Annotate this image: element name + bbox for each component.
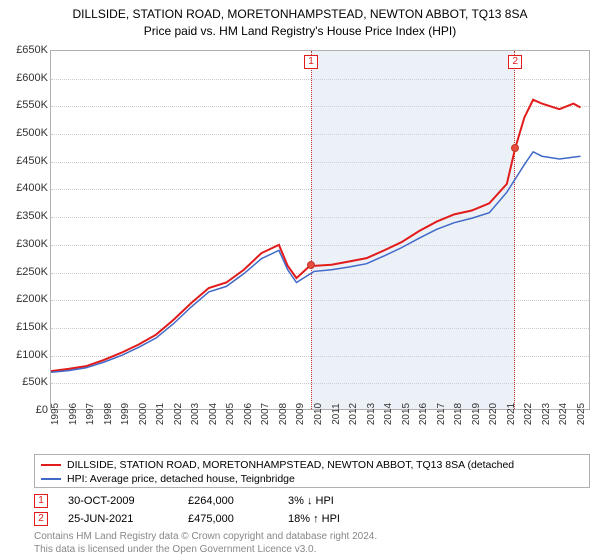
legend-swatch-2 <box>41 478 61 480</box>
x-tick-label: 2021 <box>506 403 517 425</box>
x-tick-label: 1995 <box>50 403 61 425</box>
transaction-price-2: £475,000 <box>188 513 268 525</box>
y-tick-label: £550K <box>16 99 48 111</box>
legend-label-2: HPI: Average price, detached house, Teig… <box>67 472 295 486</box>
y-tick-label: £0 <box>36 404 48 416</box>
x-tick-label: 2009 <box>295 403 306 425</box>
transaction-table: 1 30-OCT-2009 £264,000 3% ↓ HPI 2 25-JUN… <box>34 492 590 528</box>
y-tick-label: £300K <box>16 238 48 250</box>
title-line-1: DILLSIDE, STATION ROAD, MORETONHAMPSTEAD… <box>0 6 600 23</box>
y-tick-label: £350K <box>16 210 48 222</box>
x-tick-label: 2000 <box>138 403 149 425</box>
y-tick-label: £50K <box>22 376 48 388</box>
x-tick-label: 2006 <box>243 403 254 425</box>
marker-dot <box>511 144 519 152</box>
legend-item-1: DILLSIDE, STATION ROAD, MORETONHAMPSTEAD… <box>41 458 583 472</box>
title-line-2: Price paid vs. HM Land Registry's House … <box>0 23 600 40</box>
y-tick-label: £100K <box>16 349 48 361</box>
x-tick-label: 2014 <box>383 403 394 425</box>
line-series-svg <box>51 51 589 409</box>
transaction-marker-2: 2 <box>34 512 48 526</box>
x-tick-label: 2012 <box>348 403 359 425</box>
x-tick-label: 2023 <box>541 403 552 425</box>
transaction-marker-1: 1 <box>34 494 48 508</box>
legend-item-2: HPI: Average price, detached house, Teig… <box>41 472 583 486</box>
x-tick-label: 1996 <box>68 403 79 425</box>
transaction-date-2: 25-JUN-2021 <box>68 513 168 525</box>
footer-attribution: Contains HM Land Registry data © Crown c… <box>34 530 377 556</box>
transaction-row-2: 2 25-JUN-2021 £475,000 18% ↑ HPI <box>34 510 590 528</box>
y-tick-label: £200K <box>16 293 48 305</box>
x-tick-label: 2024 <box>558 403 569 425</box>
x-tick-label: 1998 <box>103 403 114 425</box>
x-tick-label: 2007 <box>260 403 271 425</box>
transaction-row-1: 1 30-OCT-2009 £264,000 3% ↓ HPI <box>34 492 590 510</box>
x-tick-label: 2008 <box>278 403 289 425</box>
y-tick-label: £400K <box>16 182 48 194</box>
marker-dot <box>307 261 315 269</box>
chart-title: DILLSIDE, STATION ROAD, MORETONHAMPSTEAD… <box>0 0 600 40</box>
x-tick-label: 2019 <box>471 403 482 425</box>
y-tick-label: £150K <box>16 321 48 333</box>
x-tick-label: 2005 <box>225 403 236 425</box>
y-tick-label: £250K <box>16 266 48 278</box>
marker-number-box: 1 <box>304 55 318 69</box>
y-tick-label: £650K <box>16 44 48 56</box>
x-tick-label: 2018 <box>453 403 464 425</box>
marker-number-box: 2 <box>508 55 522 69</box>
x-tick-label: 2016 <box>418 403 429 425</box>
x-tick-label: 2022 <box>523 403 534 425</box>
y-tick-label: £600K <box>16 72 48 84</box>
x-tick-label: 2004 <box>208 403 219 425</box>
transaction-delta-1: 3% ↓ HPI <box>288 495 334 507</box>
x-tick-label: 1997 <box>85 403 96 425</box>
x-tick-label: 2015 <box>401 403 412 425</box>
chart-container: DILLSIDE, STATION ROAD, MORETONHAMPSTEAD… <box>0 0 600 560</box>
transaction-date-1: 30-OCT-2009 <box>68 495 168 507</box>
x-tick-label: 2010 <box>313 403 324 425</box>
legend-box: DILLSIDE, STATION ROAD, MORETONHAMPSTEAD… <box>34 454 590 488</box>
x-tick-label: 2011 <box>331 403 342 425</box>
transaction-delta-2: 18% ↑ HPI <box>288 513 340 525</box>
legend-label-1: DILLSIDE, STATION ROAD, MORETONHAMPSTEAD… <box>67 458 514 472</box>
x-tick-label: 2020 <box>488 403 499 425</box>
x-tick-label: 2001 <box>155 403 166 425</box>
x-tick-label: 2025 <box>576 403 587 425</box>
transaction-price-1: £264,000 <box>188 495 268 507</box>
x-tick-label: 2017 <box>436 403 447 425</box>
x-tick-label: 2002 <box>173 403 184 425</box>
footer-line-2: This data is licensed under the Open Gov… <box>34 543 377 556</box>
y-tick-label: £450K <box>16 155 48 167</box>
legend-swatch-1 <box>41 464 61 466</box>
x-tick-label: 1999 <box>120 403 131 425</box>
x-tick-label: 2003 <box>190 403 201 425</box>
y-tick-label: £500K <box>16 127 48 139</box>
x-tick-label: 2013 <box>366 403 377 425</box>
chart-plot-area: 12 <box>50 50 590 410</box>
footer-line-1: Contains HM Land Registry data © Crown c… <box>34 530 377 543</box>
